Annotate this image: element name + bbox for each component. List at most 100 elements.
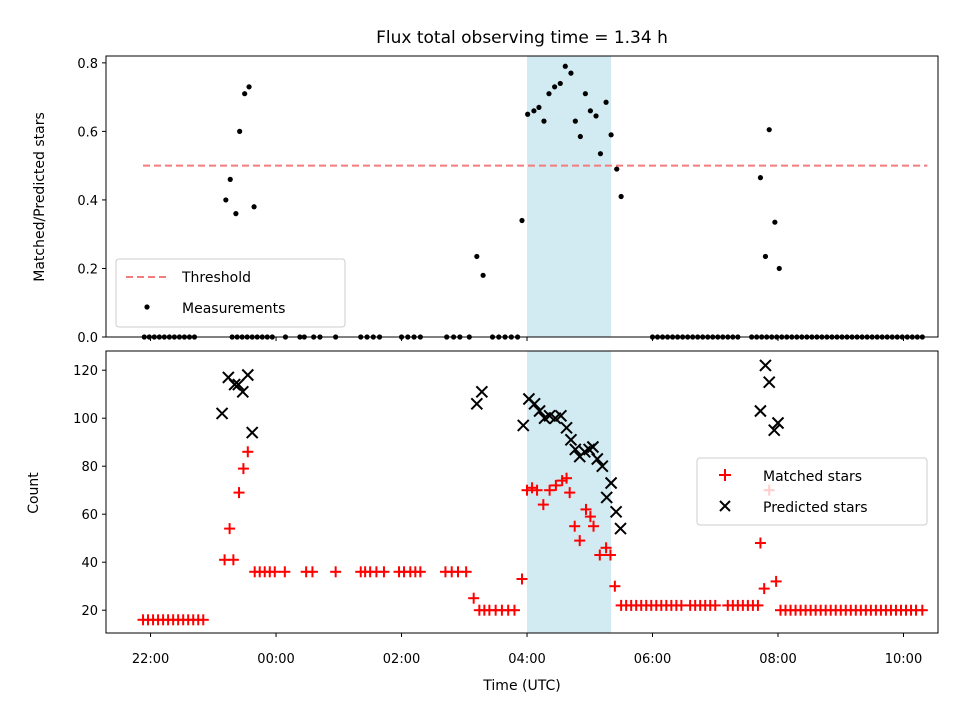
matched-star-marker bbox=[754, 537, 766, 549]
matched-star-marker bbox=[580, 503, 592, 515]
measurement-point bbox=[251, 204, 257, 210]
measurement-point bbox=[552, 84, 558, 90]
predicted-star-marker bbox=[569, 443, 582, 456]
matched-star-marker bbox=[588, 520, 600, 532]
measurement-point bbox=[568, 70, 574, 76]
predicted-star-marker bbox=[517, 419, 530, 432]
matched-star-marker bbox=[516, 573, 528, 585]
predicted-star-marker bbox=[470, 397, 484, 411]
x-tick-label: 06:00 bbox=[634, 652, 671, 667]
matched-star-marker bbox=[604, 549, 616, 561]
matched-star-marker bbox=[550, 479, 562, 491]
matched-star-marker bbox=[237, 463, 249, 475]
x-tick-label: 08:00 bbox=[759, 652, 796, 667]
matched-star-marker bbox=[279, 566, 291, 578]
predicted-star-marker bbox=[596, 459, 609, 473]
predicted-star-marker bbox=[586, 440, 600, 454]
matched-star-marker bbox=[531, 484, 543, 496]
counts-y-tick-label: 40 bbox=[81, 556, 98, 571]
matched-star-marker bbox=[414, 566, 426, 578]
ratio-panel: 0.00.20.40.60.8 Matched/Predicted stars … bbox=[32, 55, 939, 346]
matched-star-marker bbox=[709, 599, 721, 611]
measurement-point bbox=[531, 108, 537, 114]
matched-star-marker bbox=[537, 499, 549, 511]
matched-star-marker bbox=[460, 566, 472, 578]
measurement-point bbox=[562, 63, 568, 69]
counts-y-axis-label: Count bbox=[26, 472, 42, 514]
x-tick-label: 02:00 bbox=[383, 652, 420, 667]
ratio-legend: Threshold Measurements bbox=[115, 258, 346, 328]
counts-y-tick-label: 20 bbox=[81, 604, 98, 619]
predicted-star-marker bbox=[604, 476, 618, 490]
measurement-point bbox=[776, 265, 782, 272]
measurements-legend-swatch bbox=[144, 304, 150, 310]
ratio-legend-box bbox=[115, 258, 346, 328]
matched-star-marker bbox=[526, 482, 538, 494]
predicted-star-marker bbox=[754, 404, 767, 418]
predicted-star-marker bbox=[609, 505, 623, 519]
measurement-point bbox=[772, 219, 778, 225]
measurement-point bbox=[766, 127, 772, 133]
measurement-point bbox=[603, 99, 609, 105]
ratio-highlight-span bbox=[527, 56, 612, 337]
predicted-star-marker bbox=[771, 416, 785, 430]
measurement-point bbox=[223, 197, 229, 203]
predicted-star-marker bbox=[475, 385, 489, 399]
matched-star-marker bbox=[770, 575, 782, 587]
predicted-stars-legend-swatch bbox=[719, 500, 731, 512]
ratio-panel-frame bbox=[105, 55, 939, 338]
measurement-point bbox=[233, 211, 239, 217]
x-axis: 22:00 00:00 02:00 04:00 06:00 08:00 10:00 bbox=[132, 633, 922, 667]
counts-legend: Matched stars Predicted stars bbox=[696, 457, 928, 526]
measurement-point bbox=[246, 84, 252, 90]
measurement-point bbox=[593, 113, 599, 119]
counts-y-tick-label: 120 bbox=[73, 364, 98, 379]
matched-star-marker bbox=[242, 446, 254, 458]
matched-star-marker bbox=[569, 520, 581, 532]
predicted-star-marker bbox=[560, 421, 573, 435]
measurement-point bbox=[237, 128, 243, 134]
predicted-star-marker bbox=[236, 385, 249, 399]
predicted-star-marker bbox=[215, 407, 229, 420]
matched-star-marker bbox=[544, 484, 556, 496]
matched-star-marker bbox=[758, 583, 770, 595]
counts-legend-box bbox=[696, 457, 928, 526]
matched-star-marker bbox=[233, 487, 245, 499]
x-axis-label: Time (UTC) bbox=[482, 678, 560, 694]
measurement-point bbox=[762, 253, 769, 260]
predicted-star-marker bbox=[759, 359, 772, 372]
predicted-star-marker bbox=[564, 433, 578, 447]
measurement-point bbox=[597, 151, 604, 157]
matched-star-marker bbox=[197, 614, 209, 626]
matched-star-marker bbox=[269, 566, 281, 578]
matched-star-marker bbox=[224, 523, 236, 535]
predicted-star-marker bbox=[232, 378, 245, 391]
measurement-point bbox=[577, 133, 583, 140]
measurement-point bbox=[614, 166, 620, 172]
measurement-point bbox=[587, 108, 593, 114]
measurements-legend-label: Measurements bbox=[182, 301, 285, 317]
matched-stars-legend-swatch bbox=[719, 469, 731, 481]
predicted-star-marker bbox=[533, 404, 546, 418]
predicted-star-marker bbox=[245, 426, 259, 439]
x-tick-label: 22:00 bbox=[132, 652, 169, 667]
x-tick-label: 04:00 bbox=[508, 652, 545, 667]
counts-y-tick-label: 100 bbox=[73, 412, 98, 427]
ratio-y-tick-label: 0.8 bbox=[77, 57, 98, 72]
predicted-star-marker bbox=[554, 409, 568, 423]
counts-y-tick-label: 80 bbox=[81, 460, 98, 475]
counts-y-axis: 20 40 60 80 100 120 bbox=[73, 364, 106, 619]
matched-star-marker bbox=[521, 484, 533, 496]
predicted-stars-legend-label: Predicted stars bbox=[763, 500, 868, 516]
measurement-point bbox=[541, 118, 547, 124]
matched-star-marker bbox=[609, 580, 621, 592]
matched-star-marker bbox=[594, 549, 606, 561]
threshold-legend-label: Threshold bbox=[181, 270, 251, 286]
measurement-point bbox=[608, 132, 614, 138]
measurement-point bbox=[757, 175, 764, 181]
predicted-star-marker bbox=[600, 491, 613, 504]
measurement-point bbox=[519, 217, 525, 224]
measurement-point bbox=[618, 193, 624, 200]
matched-star-marker bbox=[306, 566, 318, 578]
matched-star-marker bbox=[564, 487, 576, 499]
